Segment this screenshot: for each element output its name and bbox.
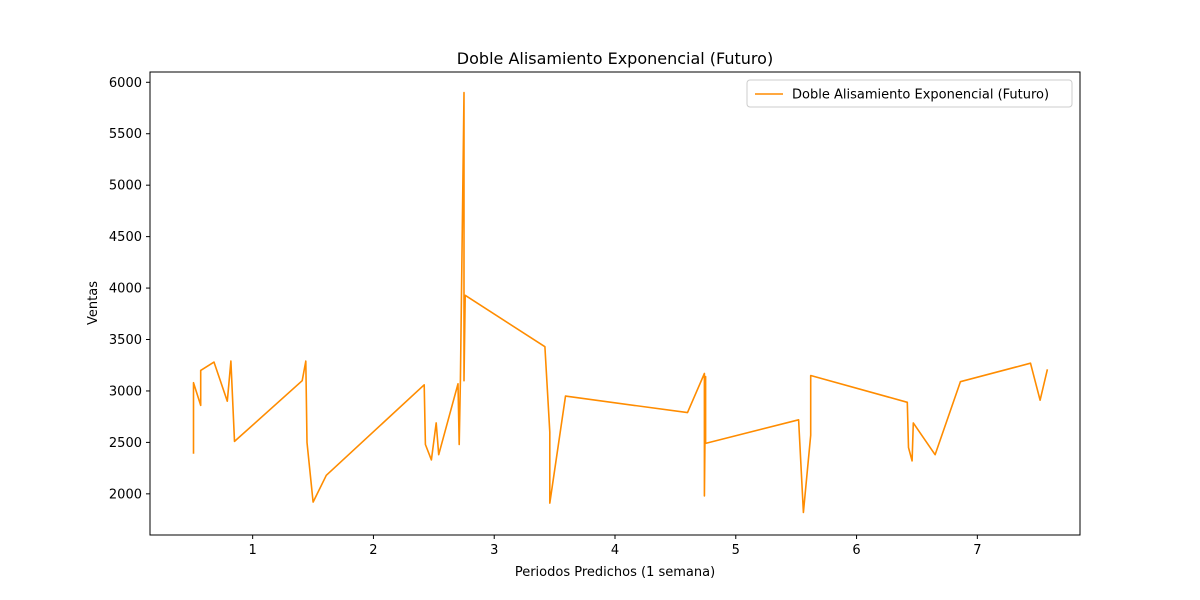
x-tick-label: 1 <box>249 543 257 558</box>
legend-label: Doble Alisamiento Exponencial (Futuro) <box>792 88 1049 103</box>
y-tick-label: 4000 <box>109 282 142 297</box>
y-axis-label: Ventas <box>86 281 101 325</box>
y-tick-label: 4500 <box>109 230 142 245</box>
plot-area <box>192 91 1049 514</box>
y-tick-label: 5500 <box>109 127 142 142</box>
legend: Doble Alisamiento Exponencial (Futuro) <box>746 79 1073 108</box>
x-axis-label: Periodos Predichos (1 semana) <box>515 565 715 580</box>
x-tick-label: 2 <box>369 543 377 558</box>
y-tick-label: 5000 <box>109 179 142 194</box>
y-tick-label: 3000 <box>109 384 142 399</box>
x-tick-label: 4 <box>611 543 619 558</box>
x-tick-label: 3 <box>490 543 498 558</box>
y-tick-label: 6000 <box>109 76 142 91</box>
axes: 1 2 3 4 5 6 7 2000 2500 3000 3500 4000 4500 5000 5500 6… <box>109 71 1081 558</box>
x-tick-label: 5 <box>732 543 740 558</box>
x-tick-label: 7 <box>973 543 981 558</box>
x-tick-label: 6 <box>852 543 860 558</box>
series-line-0 <box>192 91 1049 514</box>
y-tick-label: 3500 <box>109 333 142 348</box>
y-tick-label: 2500 <box>109 436 142 451</box>
y-tick-label: 2000 <box>109 487 142 502</box>
chart-title: Doble Alisamiento Exponencial (Futuro) <box>457 49 773 68</box>
legend-box <box>746 79 1073 108</box>
